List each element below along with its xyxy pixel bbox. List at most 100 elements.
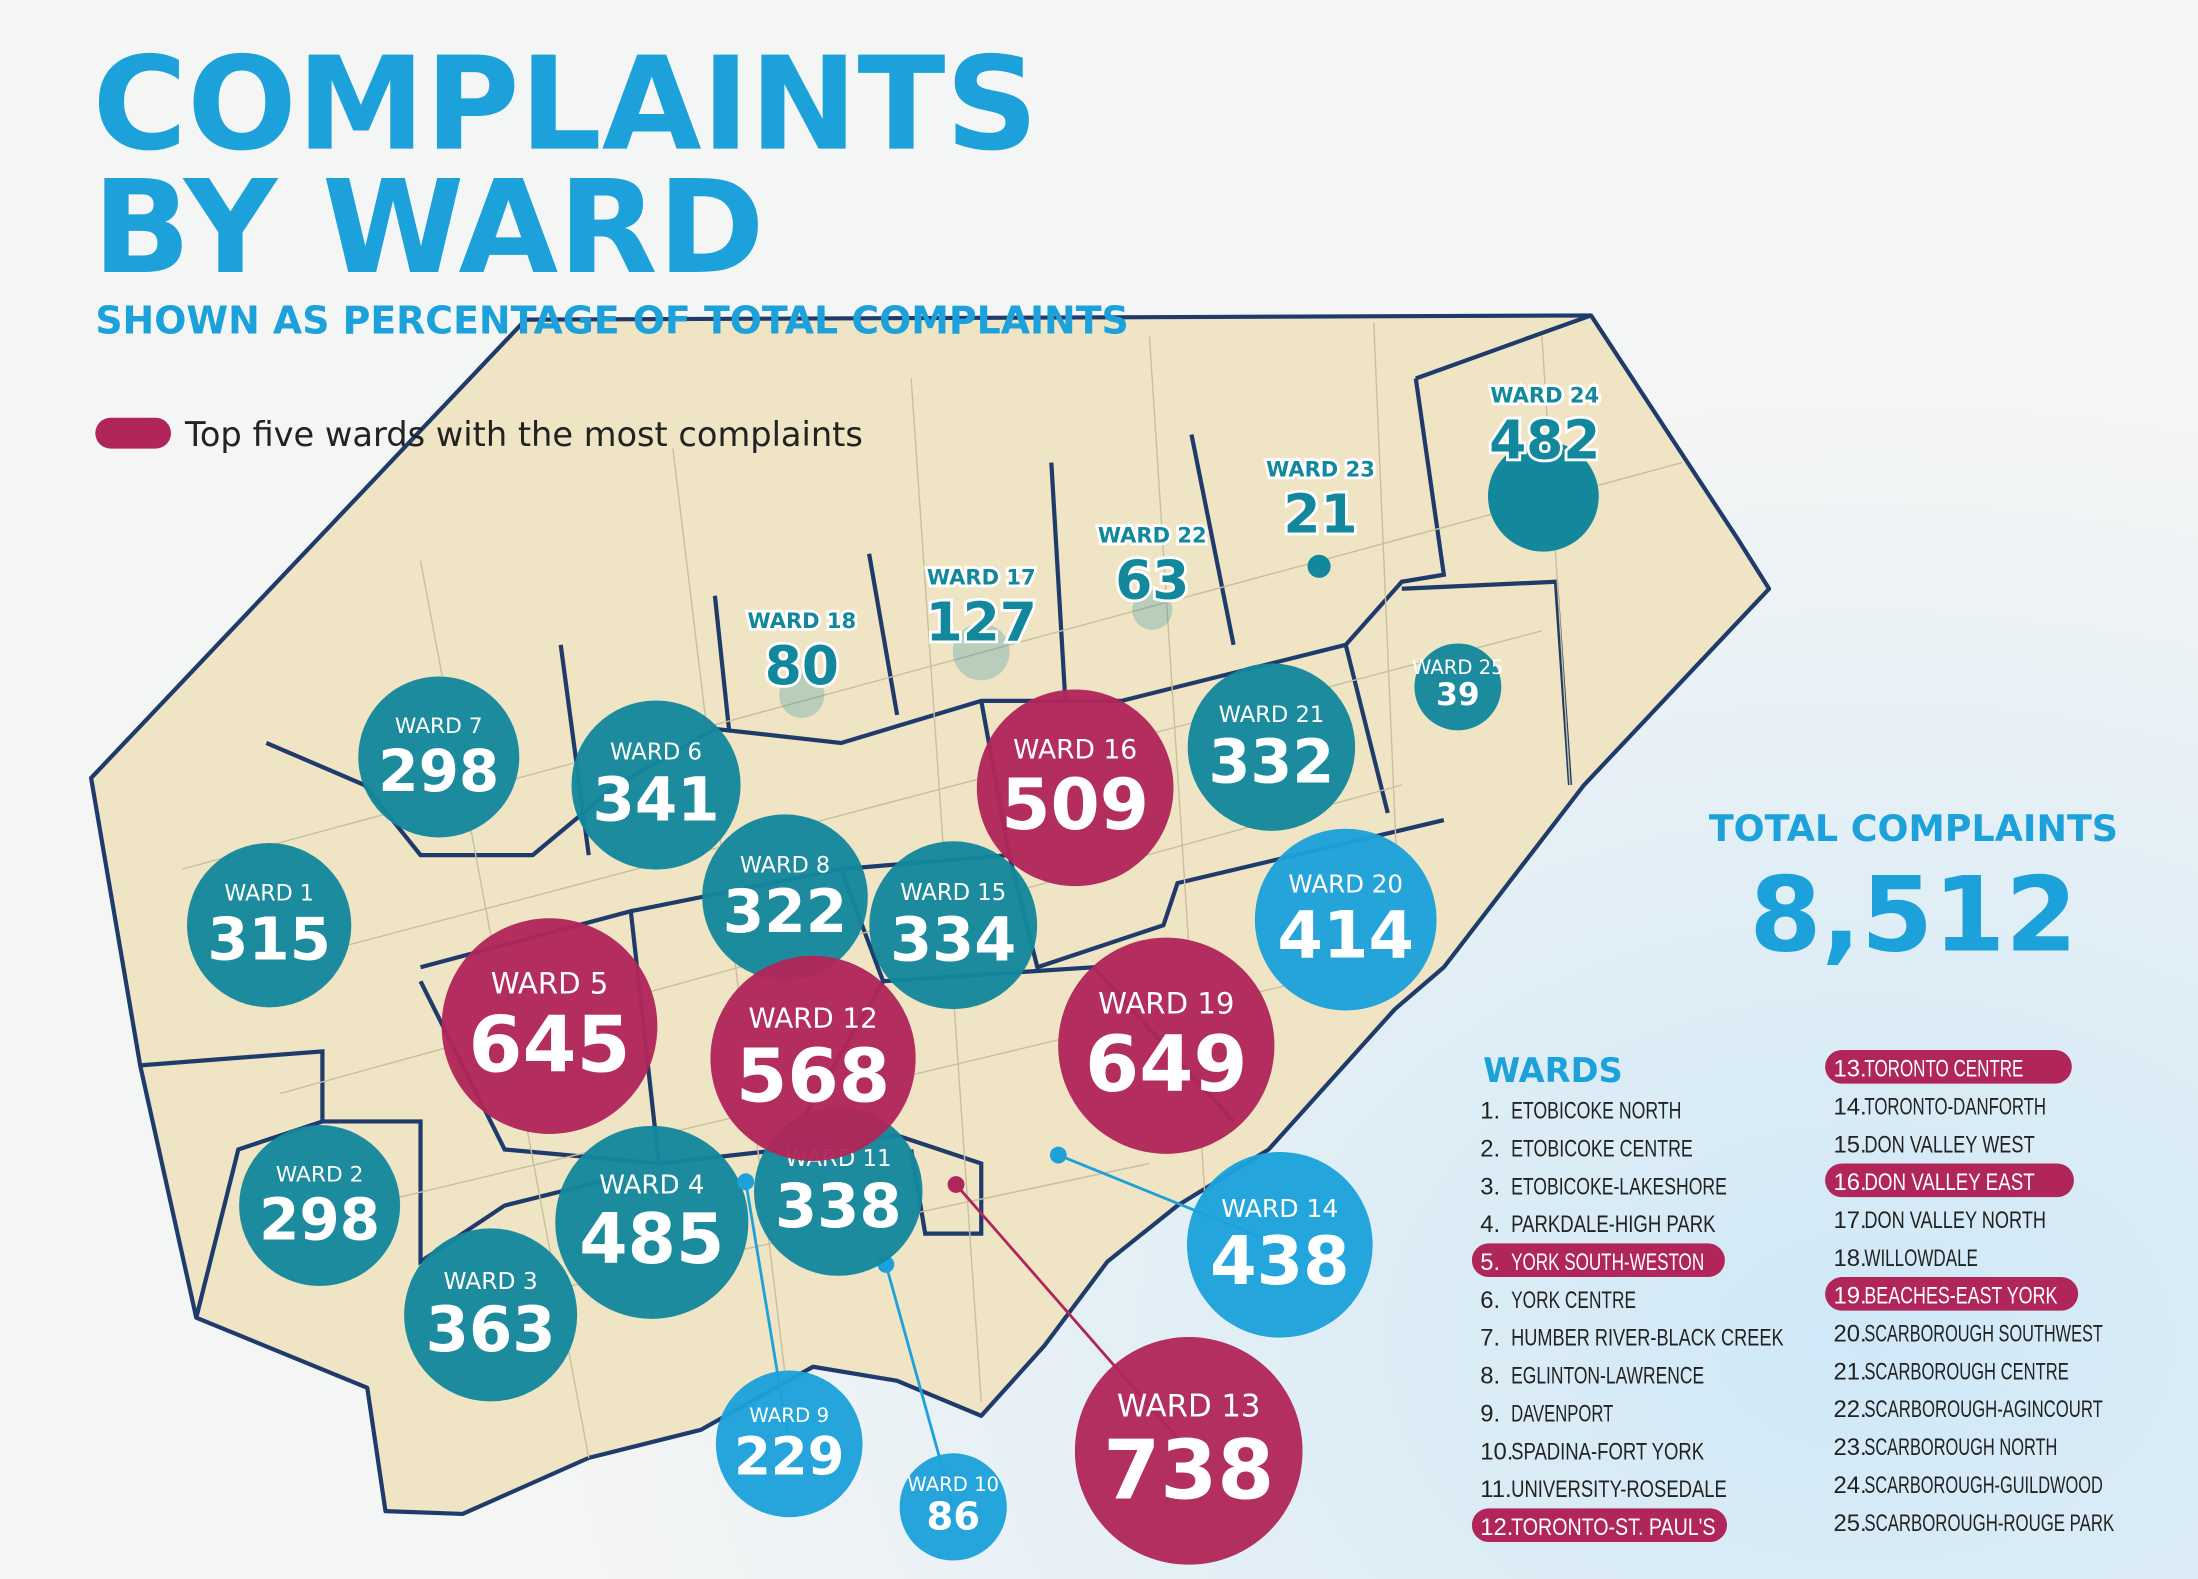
ward-label: WARD 7: [395, 714, 483, 739]
ward-list-number: 17.: [1834, 1207, 1867, 1234]
ward-label: WARD 3: [443, 1267, 537, 1295]
ward-value: 332: [1209, 727, 1335, 797]
ward-label: WARD 20: [1288, 869, 1403, 898]
ward-list-number: 16.: [1834, 1169, 1867, 1196]
ward-label: WARD 12: [748, 1002, 877, 1035]
ward-list-name: WILLOWDALE: [1864, 1245, 1978, 1272]
ward-value: 738: [1103, 1424, 1274, 1519]
leader-dot: [947, 1176, 965, 1193]
ward-bubble: [239, 1125, 401, 1287]
ward-bubble: [702, 814, 868, 980]
ward-value: 315: [207, 905, 330, 974]
ward-label: WARD 6: [610, 740, 702, 766]
ward-label: WARD 16: [1013, 734, 1137, 765]
ward-list-number: 21.: [1834, 1358, 1867, 1385]
total-value: 8,512: [1749, 855, 2077, 975]
ward-bubble: [1058, 937, 1275, 1154]
ward-label: WARD 14: [1221, 1194, 1338, 1223]
ward-list-number: 15.: [1834, 1131, 1867, 1158]
ward-value: 645: [468, 1000, 630, 1090]
ward-value: 298: [378, 737, 499, 805]
ward-bubble: [1074, 1337, 1303, 1565]
ward-list-name: SCARBOROUGH-GUILDWOOD: [1864, 1472, 2102, 1499]
title-line: COMPLAINTS: [93, 30, 1039, 180]
ward-bubble: [571, 700, 741, 870]
ward-value: 509: [1001, 763, 1149, 846]
ward-bubble: [404, 1228, 578, 1402]
ward-list-heading: WARDS: [1483, 1051, 1623, 1090]
ward-list-name: DON VALLEY EAST: [1864, 1169, 2035, 1196]
ward-list-number: 1.: [1480, 1098, 1500, 1125]
ward-dot: [779, 672, 825, 718]
ward-list-number: 8.: [1480, 1363, 1500, 1390]
ward-label: WARD 17: [927, 565, 1036, 590]
ward-list-number: 6.: [1480, 1287, 1500, 1314]
ward-bubble: [1186, 1151, 1373, 1338]
ward-bubble: [358, 676, 520, 838]
highlight-pill: [1825, 1049, 2072, 1084]
ward-list-number: 18.: [1834, 1245, 1867, 1272]
ward-label: WARD 23: [1266, 457, 1375, 482]
title-line: BY WARD: [93, 153, 765, 303]
ward-bubble: [869, 841, 1038, 1010]
ward-list-number: 3.: [1480, 1173, 1500, 1200]
ward-value: 341: [593, 765, 720, 836]
ward-label: WARD 25: [1412, 656, 1504, 679]
ward-list: 1. ETOBICOKE NORTH 2. ETOBICOKE CENTRE 3. ETO…: [1471, 1049, 2114, 1542]
ward-value: 649: [1085, 1020, 1248, 1110]
ward-bubble: [441, 918, 658, 1134]
ward-value: 298: [259, 1185, 380, 1253]
ward-bubble: [899, 1453, 1007, 1561]
ward-list-number: 10.: [1480, 1438, 1513, 1465]
ward-list-name: HUMBER RIVER-BLACK CREEK: [1511, 1325, 1784, 1352]
leader-dot: [737, 1173, 755, 1191]
ward-list-name: SCARBOROUGH SOUTHWEST: [1864, 1321, 2103, 1348]
legend-swatch: [95, 417, 172, 449]
ward-label: WARD 4: [599, 1170, 704, 1200]
ward-value: 322: [723, 878, 847, 947]
ward-dot: [1132, 589, 1173, 630]
ward-bubble: [187, 843, 352, 1008]
ward-list-name: ETOBICOKE CENTRE: [1511, 1135, 1693, 1162]
ward-list-name: YORK SOUTH-WESTON: [1511, 1249, 1704, 1276]
ward-list-number: 4.: [1480, 1211, 1500, 1238]
ward-list-name: UNIVERSITY-ROSEDALE: [1511, 1476, 1727, 1503]
ward-list-number: 25.: [1834, 1510, 1867, 1537]
ward-list-name: DAVENPORT: [1511, 1400, 1613, 1427]
ward-list-number: 5.: [1480, 1249, 1500, 1276]
ward-bubble: [1187, 663, 1356, 831]
ward-label: WARD 18: [747, 608, 856, 633]
ward-label: WARD 8: [740, 852, 830, 878]
ward-value: 338: [775, 1172, 902, 1242]
ward-label: WARD 10: [907, 1473, 999, 1496]
ward-value: 63: [1115, 550, 1189, 612]
ward-value: 414: [1277, 898, 1414, 974]
ward-list-number: 11.: [1480, 1476, 1511, 1503]
total-label: TOTAL COMPLAINTS: [1709, 807, 2118, 850]
ward-list-name: TORONTO-ST. PAUL'S: [1511, 1514, 1715, 1541]
ward-list-number: 19.: [1834, 1283, 1867, 1310]
ward-label: WARD 22: [1098, 523, 1207, 548]
ward-value: 482: [1489, 409, 1600, 471]
ward-value: 438: [1210, 1222, 1350, 1300]
ward-label: WARD 15: [900, 880, 1006, 906]
ward-list-number: 24.: [1834, 1472, 1867, 1499]
ward-list-name: BEACHES-EAST YORK: [1864, 1283, 2057, 1310]
ward-list-name: ETOBICOKE NORTH: [1511, 1098, 1681, 1125]
ward-label: WARD 19: [1098, 986, 1234, 1020]
ward-list-name: PARKDALE-HIGH PARK: [1511, 1211, 1715, 1238]
ward-value: 568: [736, 1033, 890, 1119]
ward-bubble: [1254, 828, 1437, 1011]
ward-label: WARD 13: [1117, 1389, 1261, 1425]
ward-value: 485: [579, 1199, 724, 1280]
highlight-pill: [1471, 1243, 1725, 1278]
ward-list-name: TORONTO CENTRE: [1864, 1056, 2023, 1083]
subtitle: SHOWN AS PERCENTAGE OF TOTAL COMPLAINTS: [95, 299, 1128, 343]
highlight-pill: [1825, 1277, 2079, 1311]
ward-bubble: [555, 1125, 749, 1319]
ward-list-name: EGLINTON-LAWRENCE: [1511, 1363, 1704, 1390]
ward-list-number: 20.: [1834, 1321, 1867, 1348]
ward-list-name: SCARBOROUGH-AGINCOURT: [1864, 1396, 2103, 1423]
